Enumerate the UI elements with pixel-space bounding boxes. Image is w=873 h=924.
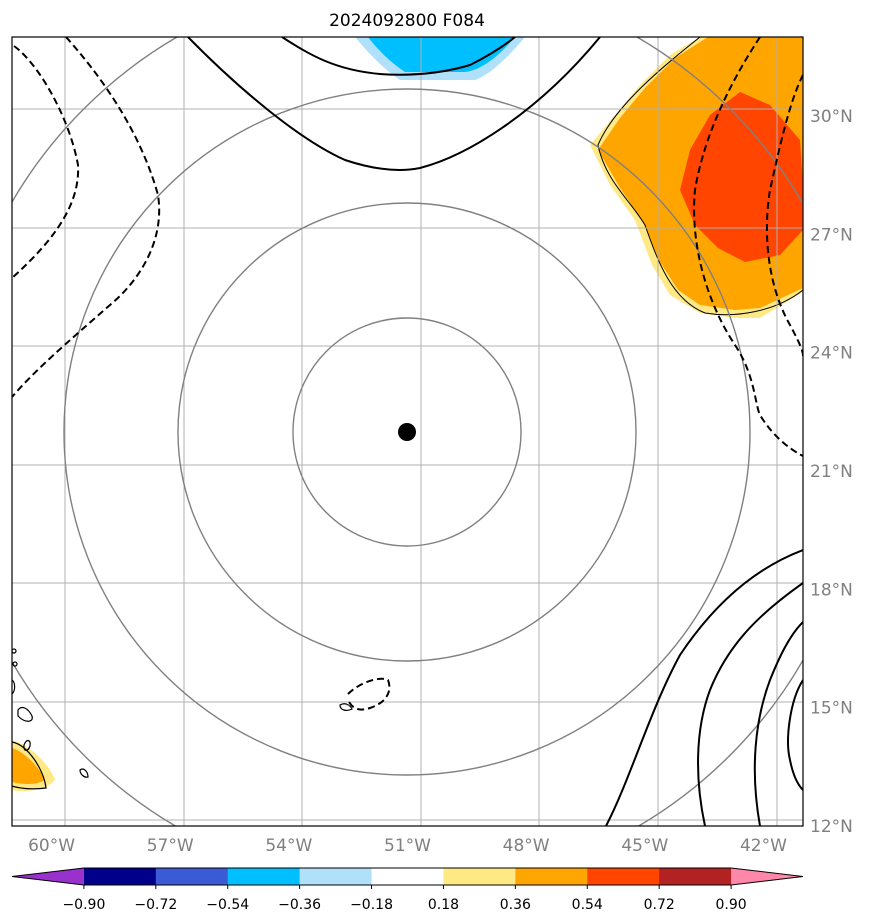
colorbar-label: 0.72 [644, 897, 675, 913]
colorbar-label: 0.54 [572, 897, 603, 913]
storm-center-marker [398, 423, 416, 441]
colorbar-labels: −0.90 −0.72 −0.54 −0.36 −0.18 0.18 0.36 0.54 0.7… [62, 885, 747, 913]
dashed-contours [12, 37, 803, 711]
colorbar-label: 0.18 [428, 897, 459, 913]
colorbar-label: 0.36 [500, 897, 531, 913]
lat-tick-label: 15°N [810, 699, 853, 719]
longitude-labels: 60°W 57°W 54°W 51°W 48°W 45°W 42°W [28, 836, 787, 856]
lat-tick-label: 21°N [810, 462, 853, 482]
shade-orange-sw [12, 748, 45, 784]
colorbar-label: −0.54 [206, 897, 249, 913]
solid-contours [187, 37, 803, 826]
latitude-labels: 12°N 15°N 18°N 21°N 24°N 27°N 30°N [810, 107, 853, 837]
contour-solid-n-outer [187, 37, 601, 171]
colorbar-segment [83, 868, 157, 885]
contour-dashed-nw-1 [12, 45, 80, 279]
contour-thin-ne [597, 37, 803, 316]
colorbar-segment [299, 868, 373, 885]
contour-dashed-nw-2 [12, 37, 161, 398]
range-rings [12, 37, 803, 826]
map-title: 2024092800 F084 [329, 11, 485, 31]
lat-tick-label: 27°N [810, 225, 853, 245]
lat-tick-label: 24°N [810, 344, 853, 364]
colorbar-segment [731, 868, 803, 885]
colorbar-label: −0.18 [350, 897, 393, 913]
colorbar-segment [659, 868, 732, 885]
map-area [12, 37, 803, 826]
lat-tick-label: 18°N [810, 580, 853, 600]
lon-tick-label: 60°W [28, 836, 75, 856]
lon-tick-label: 42°W [740, 836, 787, 856]
contour-dashed-small [347, 677, 391, 711]
small-contours-sw [12, 648, 353, 790]
range-ring-1 [292, 317, 522, 547]
colorbar-segment [443, 868, 516, 885]
colorbar-segment [12, 868, 84, 885]
contour-solid-n-inner [281, 37, 516, 76]
colorbar [11, 867, 804, 886]
lat-tick-label: 12°N [810, 817, 853, 837]
shade-blue-n [368, 37, 515, 72]
map-frame [11, 36, 804, 827]
contour-dashed-ne-1 [693, 37, 803, 457]
colorbar-segment [371, 868, 444, 885]
colorbar-label: 0.90 [716, 897, 747, 913]
lon-tick-label: 57°W [147, 836, 194, 856]
range-ring-2 [177, 202, 637, 662]
colorbar-segment [155, 868, 229, 885]
colorbar-label: −0.90 [62, 897, 105, 913]
contour-solid-se-2 [697, 582, 803, 826]
contour-solid-se-3 [753, 621, 803, 826]
contour-solid-se-4 [787, 679, 803, 791]
contour-solid-se-1 [605, 549, 803, 826]
colorbar-label: −0.36 [278, 897, 321, 913]
lon-tick-label: 45°W [621, 836, 668, 856]
lon-tick-label: 48°W [503, 836, 550, 856]
colorbar-segment [227, 868, 301, 885]
lon-tick-label: 54°W [265, 836, 312, 856]
shade-red-ne [680, 92, 803, 262]
colorbar-segment [515, 868, 588, 885]
colorbar-label: −0.72 [134, 897, 177, 913]
contour-dashed-ne-2 [765, 74, 803, 357]
range-ring-3 [63, 88, 751, 776]
lat-tick-label: 30°N [810, 107, 853, 127]
lon-tick-label: 51°W [384, 836, 431, 856]
colorbar-segment [587, 868, 660, 885]
